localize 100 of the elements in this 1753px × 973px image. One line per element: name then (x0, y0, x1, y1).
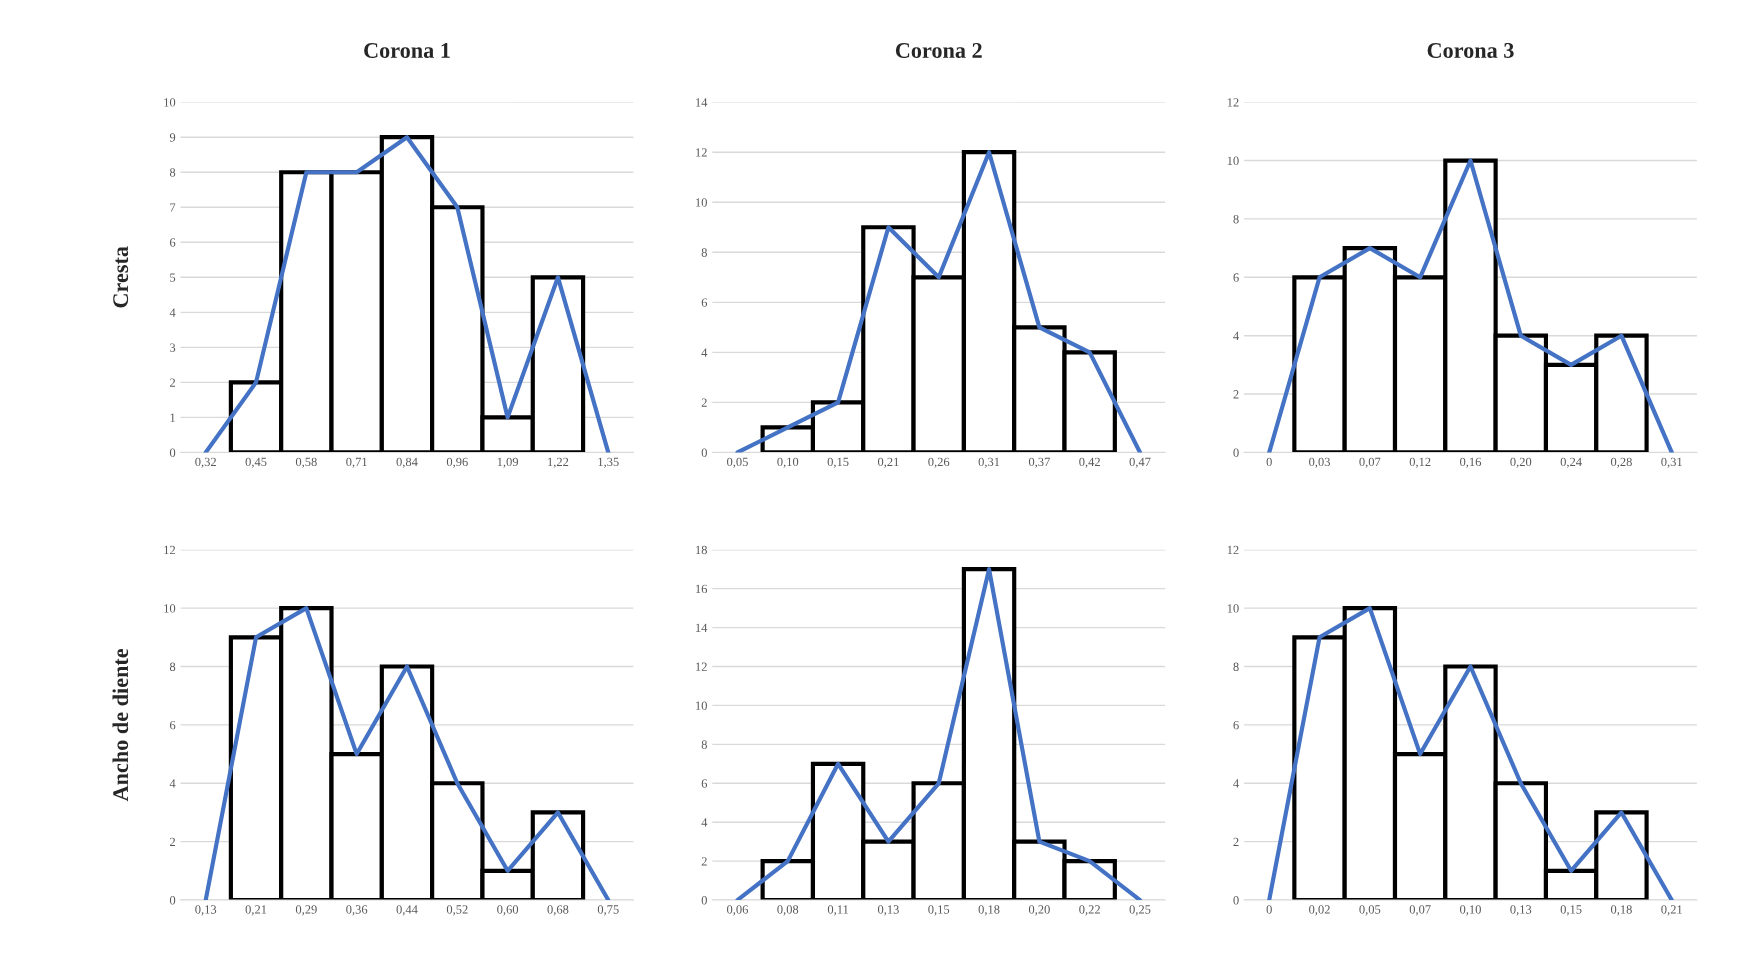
x-tick-label: 0,42 (1079, 457, 1100, 468)
line-series (203, 135, 611, 453)
x-tick-label: 0,13 (195, 905, 217, 916)
chart-title: Corona 1 (364, 43, 450, 58)
x-tick-label: 0,13 (1510, 905, 1532, 916)
x-tick-label: 0,84 (396, 457, 418, 468)
y-tick-label: 6 (1233, 273, 1239, 282)
y-tick-label: 0 (701, 896, 707, 905)
y-tick-label: 0 (169, 896, 176, 905)
y-tick-label: 0 (1233, 448, 1239, 457)
y-tick-label: 6 (701, 298, 708, 307)
x-tick-label: 0,44 (396, 905, 418, 916)
line-series (735, 567, 1143, 901)
y-axis-title: Ancho de diente (112, 648, 129, 802)
y-tick-label: 6 (169, 720, 176, 730)
x-tick-label: 0,20 (1510, 457, 1532, 468)
x-tick-label: 0,68 (547, 905, 569, 916)
y-tick-label: 8 (1233, 214, 1239, 224)
x-tick-label: 0,02 (1309, 905, 1330, 916)
x-tick-label: 0,45 (245, 457, 267, 468)
x-tick-label: 0,52 (446, 905, 468, 916)
y-tick-label: 12 (696, 148, 707, 157)
y-tick-label: 8 (169, 168, 176, 177)
y-tick-label: 10 (696, 198, 707, 207)
x-tick-label: 0,29 (295, 905, 317, 916)
x-tick-label: 0 (1266, 457, 1272, 467)
x-tick-label: 0,60 (497, 905, 519, 916)
y-tick-label: 18 (696, 545, 707, 555)
x-tick-label: 0,21 (877, 457, 899, 468)
x-tick-label: 0,07 (1409, 905, 1431, 916)
line-series (1267, 158, 1674, 453)
chart-title: Corona 3 (1427, 43, 1514, 58)
y-tick-label: 2 (170, 378, 176, 387)
y-tick-label: 8 (169, 662, 176, 671)
x-tick-label: 0,58 (295, 457, 317, 468)
x-tick-label: 0,32 (195, 457, 216, 468)
x-tick-label: 0,05 (727, 457, 748, 468)
x-tick-label: 0,28 (1610, 457, 1632, 468)
x-tick-label: 0,10 (777, 457, 799, 468)
x-tick-label: 0,71 (346, 457, 367, 468)
y-tick-label: 8 (701, 248, 707, 257)
y-tick-label: 6 (169, 238, 176, 247)
y-tick-label: 4 (701, 818, 708, 827)
x-tick-label: 0,15 (1560, 905, 1582, 916)
y-tick-label: 0 (1233, 896, 1239, 905)
y-tick-label: 6 (701, 779, 708, 788)
x-tick-label: 0,47 (1129, 457, 1151, 468)
x-tick-label: 0,13 (877, 905, 899, 916)
line-series (203, 606, 611, 901)
x-tick-label: 1,35 (598, 457, 619, 468)
line-series (735, 150, 1143, 453)
x-tick-label: 0,08 (777, 905, 799, 916)
y-tick-label: 6 (1233, 720, 1239, 730)
y-tick-label: 8 (1233, 662, 1239, 671)
y-tick-label: 2 (701, 398, 707, 407)
x-tick-label: 0,07 (1359, 457, 1381, 468)
x-tick-label: 0,11 (827, 905, 849, 916)
x-tick-label: 0,31 (978, 457, 1000, 468)
x-tick-label: 0,18 (1610, 905, 1632, 916)
y-tick-label: 10 (164, 604, 176, 613)
x-tick-label: 0,75 (597, 905, 619, 916)
x-tick-label: 0,18 (978, 905, 1000, 916)
y-tick-label: 0 (169, 448, 176, 457)
x-tick-label: 1,22 (548, 457, 569, 468)
x-tick-label: 0,16 (1460, 457, 1482, 468)
y-tick-label: 10 (1227, 604, 1239, 613)
x-tick-label: 0,31 (1661, 457, 1682, 468)
x-tick-label: 0,26 (928, 457, 950, 468)
y-tick-label: 14 (696, 98, 708, 107)
x-tick-label: 0,10 (1460, 905, 1481, 916)
y-tick-label: 4 (1233, 331, 1239, 341)
y-tick-label: 9 (169, 133, 176, 142)
y-tick-label: 4 (169, 779, 176, 788)
x-tick-label: 0,36 (346, 905, 368, 916)
y-tick-label: 10 (696, 701, 707, 710)
x-tick-label: 0,05 (1359, 905, 1381, 916)
x-tick-label: 0,20 (1028, 905, 1050, 916)
y-tick-label: 12 (164, 545, 176, 555)
x-tick-label: 0,15 (827, 457, 849, 468)
y-tick-label: 12 (1227, 98, 1239, 107)
y-tick-label: 0 (701, 448, 707, 457)
x-tick-label: 0,15 (928, 905, 950, 916)
x-tick-label: 0,24 (1560, 457, 1582, 468)
y-tick-label: 1 (170, 413, 175, 422)
y-tick-label: 12 (696, 662, 707, 671)
y-tick-label: 2 (1233, 837, 1239, 846)
y-tick-label: 16 (696, 584, 708, 594)
x-tick-label: 0,03 (1309, 457, 1330, 468)
x-tick-label: 0,37 (1028, 457, 1050, 468)
chart-title: Corona 2 (895, 43, 982, 58)
y-tick-label: 14 (696, 623, 708, 632)
y-tick-label: 3 (170, 343, 176, 352)
x-tick-label: 0,21 (1661, 905, 1682, 916)
x-tick-label: 0 (1266, 905, 1272, 914)
y-tick-label: 4 (1233, 779, 1239, 788)
x-tick-label: 0,06 (727, 905, 749, 916)
line-series (1267, 606, 1674, 901)
y-tick-label: 8 (701, 740, 707, 749)
y-tick-label: 4 (701, 348, 708, 357)
y-tick-label: 12 (1227, 545, 1239, 555)
